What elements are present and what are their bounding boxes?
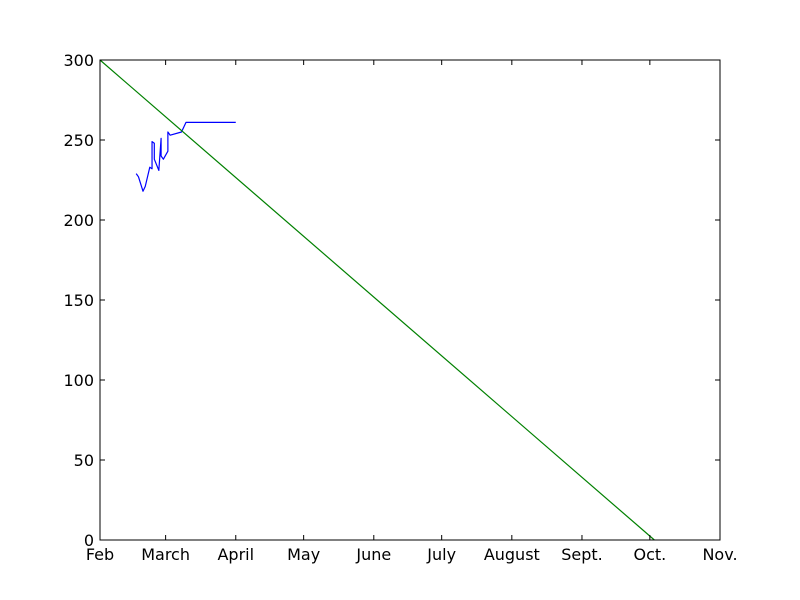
x-tick-label: Oct. [633,545,666,564]
y-tick-label: 300 [63,51,94,70]
y-tick-label: 50 [74,451,94,470]
plot-frame-layer [99,59,721,541]
series-line-2 [99,59,655,541]
series-line-1 [135,121,236,192]
x-tick-label: March [141,545,190,564]
y-tick-label: 0 [84,531,94,550]
x-tick-label: April [217,545,254,564]
x-tick-label: July [426,545,456,564]
series-layer [99,59,655,541]
x-tick-label: August [484,545,540,564]
x-tick-label: June [355,545,391,564]
y-tick-label: 250 [63,131,94,150]
y-tick-label: 200 [63,211,94,230]
x-tick-label: May [287,545,320,564]
y-tick-label: 100 [63,371,94,390]
plot-frame [99,59,721,541]
x-tick-label: Feb [86,545,114,564]
x-tick-label: Sept. [561,545,603,564]
x-tick-label: Nov. [702,545,737,564]
tick-label-layer: Feb March April May June July August Sept. Oct. N… [63,51,737,564]
y-tick-label: 150 [63,291,94,310]
tick-layer [99,59,721,541]
